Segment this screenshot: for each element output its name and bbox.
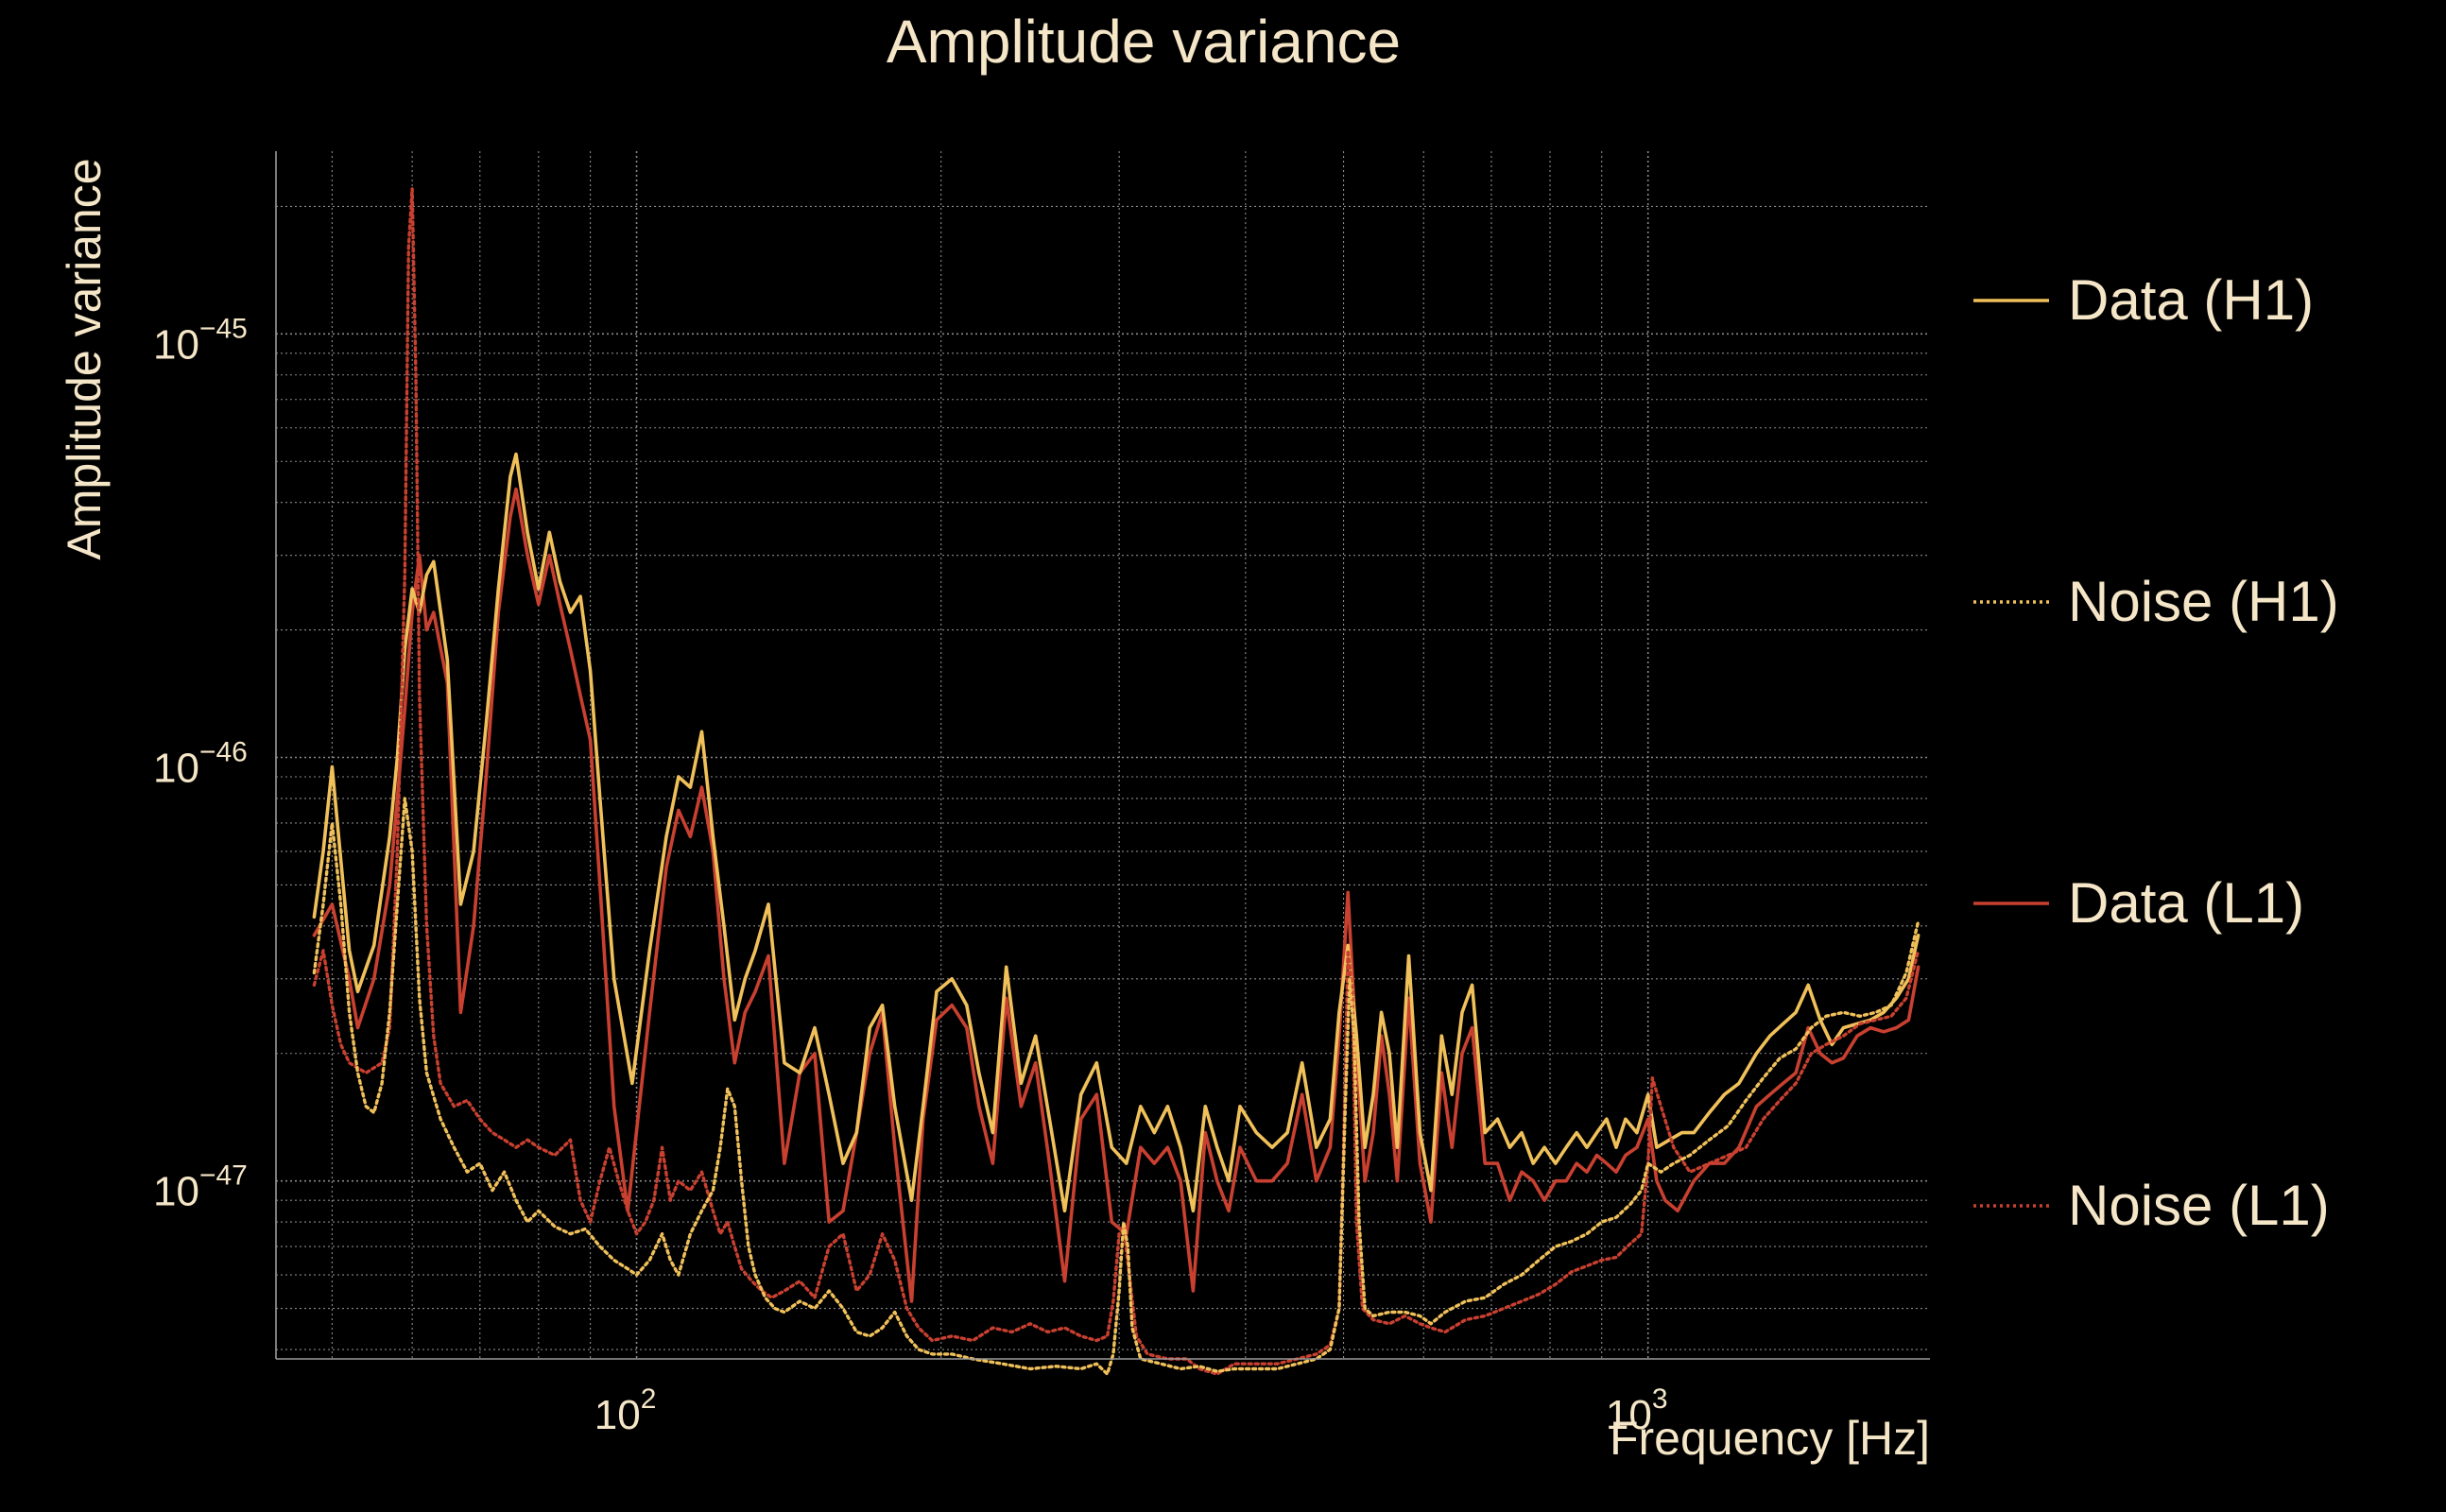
y-tick-exponent: −45	[199, 313, 248, 344]
series-lines	[312, 187, 1921, 1376]
x-axis-label: Frequency [Hz]	[1610, 1412, 1930, 1465]
series-line-2	[312, 487, 1921, 1303]
y-axis-label: Amplitude variance	[58, 158, 111, 559]
grid-lines	[276, 151, 1930, 1359]
x-tick-label: 103	[1606, 1383, 1668, 1438]
y-tick-exponent: −47	[199, 1160, 248, 1192]
y-tick-base: 10	[153, 745, 199, 791]
y-tick-base: 10	[153, 1169, 199, 1215]
axes	[275, 151, 1930, 1360]
x-tick-label: 102	[594, 1383, 657, 1438]
x-tick-exponent: 2	[641, 1383, 657, 1415]
chart-title: Amplitude variance	[887, 8, 1401, 76]
legend: Data (H1) Noise (H1) Data (L1) Noise (L1)	[1973, 268, 2339, 1237]
y-tick-label: 10−46	[153, 736, 248, 791]
series-line-1	[312, 797, 1921, 1376]
legend-label: Noise (H1)	[2068, 570, 2339, 633]
series-line-3	[312, 187, 1921, 1376]
legend-label: Data (L1)	[2068, 871, 2304, 935]
legend-label: Noise (L1)	[2068, 1174, 2330, 1237]
legend-label: Data (H1)	[2068, 268, 2314, 332]
x-tick-base: 10	[594, 1392, 641, 1438]
y-tick-base: 10	[153, 321, 199, 368]
x-tick-base: 10	[1606, 1392, 1652, 1438]
x-tick-exponent: 3	[1652, 1383, 1668, 1415]
y-tick-label: 10−45	[153, 313, 248, 368]
y-tick-label: 10−47	[153, 1160, 248, 1215]
y-tick-exponent: −46	[199, 736, 248, 767]
series-line-0	[312, 452, 1921, 1213]
x-tick-labels: 102 103	[594, 1383, 1668, 1438]
